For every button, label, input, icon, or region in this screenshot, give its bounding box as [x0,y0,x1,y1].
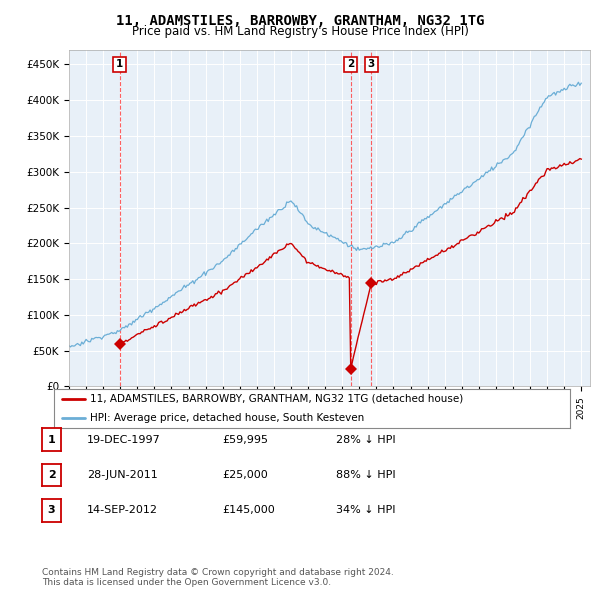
Text: £59,995: £59,995 [222,435,268,444]
Text: 34% ↓ HPI: 34% ↓ HPI [336,506,395,515]
Text: 3: 3 [48,506,55,515]
Text: 11, ADAMSTILES, BARROWBY, GRANTHAM, NG32 1TG (detached house): 11, ADAMSTILES, BARROWBY, GRANTHAM, NG32… [90,394,463,404]
Text: Price paid vs. HM Land Registry's House Price Index (HPI): Price paid vs. HM Land Registry's House … [131,25,469,38]
Text: 88% ↓ HPI: 88% ↓ HPI [336,470,395,480]
Text: 28% ↓ HPI: 28% ↓ HPI [336,435,395,444]
Text: Contains HM Land Registry data © Crown copyright and database right 2024.
This d: Contains HM Land Registry data © Crown c… [42,568,394,587]
Text: 1: 1 [48,435,55,444]
Text: 2: 2 [347,60,354,70]
Text: 1: 1 [116,60,124,70]
Text: 19-DEC-1997: 19-DEC-1997 [87,435,161,444]
Text: 14-SEP-2012: 14-SEP-2012 [87,506,158,515]
Text: HPI: Average price, detached house, South Kesteven: HPI: Average price, detached house, Sout… [90,413,364,423]
Text: 28-JUN-2011: 28-JUN-2011 [87,470,158,480]
Text: 2: 2 [48,470,55,480]
Text: £25,000: £25,000 [222,470,268,480]
Text: 11, ADAMSTILES, BARROWBY, GRANTHAM, NG32 1TG: 11, ADAMSTILES, BARROWBY, GRANTHAM, NG32… [116,14,484,28]
Text: £145,000: £145,000 [222,506,275,515]
Text: 3: 3 [368,60,375,70]
